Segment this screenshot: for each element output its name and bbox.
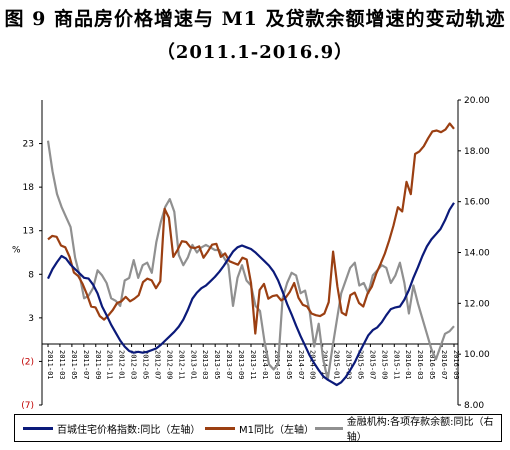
y-left-tick-label: 23 [23,140,34,150]
y-right-tick-label: 18.00 [464,147,490,157]
x-tick-label: 2011-11 [106,350,114,380]
legend-label-m1: M1同比（左轴） [239,424,314,436]
x-tick-label: 2012-05 [142,350,150,380]
x-tick-label: 2013-05 [213,350,221,380]
x-tick-label: 2011-07 [82,350,90,380]
y-right-tick-label: 8.00 [464,401,484,411]
x-tick-label: 2012-09 [165,350,173,380]
y-right-tick-label: 20.00 [464,96,490,106]
y-left-tick-label: 13 [23,227,34,237]
chart-title: 图 9 商品房价格增速与 M1 及贷款余额增速的变动轨迹 [4,8,506,30]
y-right-tick-label: 12.00 [464,299,490,309]
x-tick-label: 2016-07 [440,350,448,380]
x-tick-label: 2011-05 [70,350,78,380]
y-left-tick-label: 3 [28,314,34,324]
x-tick-label: 2014-07 [297,350,305,380]
x-tick-label: 2013-03 [201,350,209,380]
x-tick-label: 2014-09 [309,350,317,380]
x-tick-label: 2012-01 [118,350,126,380]
x-tick-label: 2012-03 [130,350,138,380]
y-left-axis-label: % [12,246,21,256]
legend-label-house-price: 百城住宅价格指数:同比（左轴） [57,424,201,436]
x-tick-label: 2015-03 [345,350,353,380]
x-tick-label: 2016-09 [452,350,460,380]
x-tick-label: 2012-07 [153,350,161,380]
chart-plot: 23 18 13 8 3 (2) (7)% 20.00 18.00 16.00 14.00 12.00… [12,96,490,411]
y-left-tick-label: 18 [23,183,35,193]
chart-subtitle: （2011.1-2016.9） [156,42,354,63]
x-tick-label: 2013-01 [189,350,197,380]
legend-swatch-house-price [23,426,53,430]
x-tick-label: 2016-05 [428,350,436,380]
legend-item-house-price: 百城住宅价格指数:同比（左轴） [23,415,200,441]
x-tick-label: 2014-05 [285,350,293,380]
legend-item-m1: M1同比（左轴） [205,415,314,441]
y-right-tick-label: 14.00 [464,249,490,259]
x-tick-label: 2014-01 [261,350,269,380]
chart-legend: 百城住宅价格指数:同比（左轴） M1同比（左轴） 金融机构:各项存款余额:同比（… [14,414,502,443]
x-tick-label: 2016-03 [416,350,424,380]
x-tick-label: 2011-09 [94,350,102,380]
x-tick-label: 2015-09 [380,350,388,380]
x-tick-label: 2013-09 [237,350,245,380]
x-tick-label: 2015-07 [368,350,376,380]
y-left-tick-label: (2) [21,357,34,367]
x-tick-label: 2015-11 [392,350,400,380]
series-line-house-price [47,202,455,387]
x-tick-label: 2015-05 [356,350,364,380]
x-tick-label: 2011-03 [58,350,66,380]
legend-label-deposit: 金融机构:各项存款余额:同比（右轴） [346,417,494,443]
series-line-m1 [47,122,455,335]
x-tick-label: 2013-07 [225,350,233,380]
x-tick-label: 2011-01 [46,350,54,380]
y-left-tick-label: (7) [21,401,34,411]
legend-swatch-m1 [205,426,235,430]
x-tick-label: 2016-01 [404,350,412,380]
legend-swatch-deposit [315,426,343,430]
y-right-tick-label: 16.00 [464,198,490,208]
legend-item-deposit: 金融机构:各项存款余额:同比（右轴） [315,415,501,443]
x-tick-label: 2013-11 [249,350,257,380]
x-tick-label: 2015-01 [333,350,341,380]
y-left-tick-label: 8 [28,270,34,280]
x-tick-label: 2012-11 [177,350,185,380]
y-right-tick-label: 10.00 [464,350,490,360]
